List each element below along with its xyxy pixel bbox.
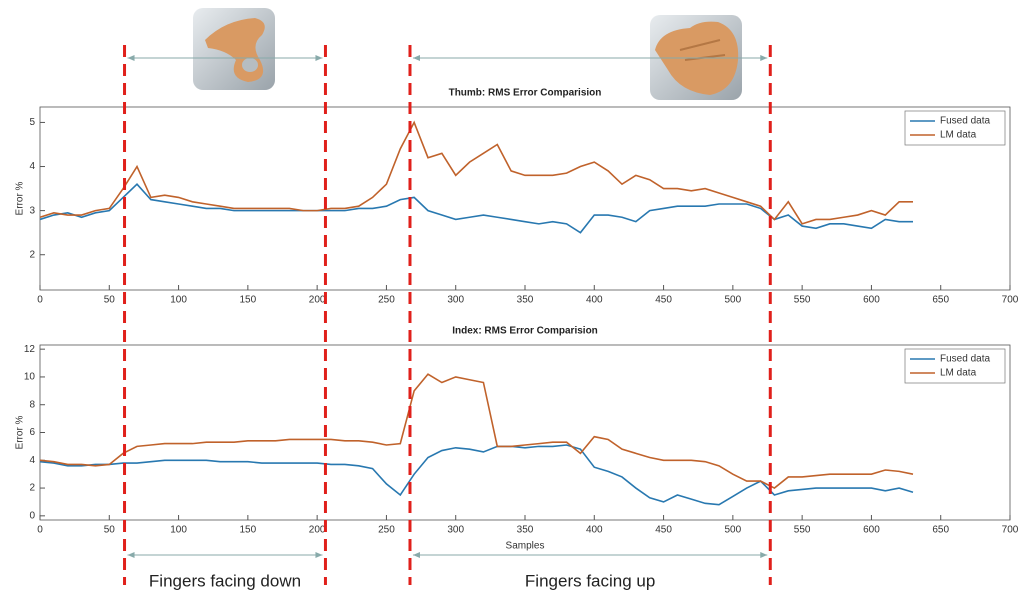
x-tick-label: 450: [655, 295, 672, 306]
x-tick-label: 700: [1002, 525, 1019, 536]
x-tick-label: 700: [1002, 295, 1019, 306]
x-axis-label: Samples: [506, 541, 545, 552]
y-tick-label: 0: [29, 510, 35, 521]
region-label: Fingers facing down: [149, 571, 301, 590]
x-tick-label: 100: [170, 525, 187, 536]
x-tick-label: 650: [932, 295, 949, 306]
hand-photo-down: [193, 8, 275, 90]
x-tick-label: 0: [37, 295, 43, 306]
x-tick-label: 600: [863, 525, 880, 536]
x-tick-label: 600: [863, 295, 880, 306]
plot-area: [40, 345, 1010, 520]
x-tick-label: 350: [517, 295, 534, 306]
chart-title: Thumb: RMS Error Comparision: [449, 88, 602, 99]
x-tick-label: 500: [725, 525, 742, 536]
x-tick-label: 50: [104, 525, 116, 536]
x-tick-label: 350: [517, 525, 534, 536]
legend-label: Fused data: [940, 354, 990, 365]
x-tick-label: 100: [170, 295, 187, 306]
x-tick-label: 150: [240, 295, 257, 306]
x-tick-label: 0: [37, 525, 43, 536]
x-tick-label: 400: [586, 295, 603, 306]
x-tick-label: 200: [309, 525, 326, 536]
x-tick-label: 300: [447, 525, 464, 536]
x-tick-label: 250: [378, 295, 395, 306]
x-tick-label: 150: [240, 525, 257, 536]
y-axis-label: Error %: [15, 415, 26, 449]
legend-label: LM data: [940, 130, 977, 141]
figure: Thumb: RMS Error ComparisionError %23450…: [0, 0, 1025, 602]
x-tick-label: 400: [586, 525, 603, 536]
chart-title: Index: RMS Error Comparision: [452, 326, 598, 337]
region-label: Fingers facing up: [525, 571, 655, 590]
y-tick-label: 10: [24, 372, 36, 383]
x-tick-label: 500: [725, 295, 742, 306]
y-tick-label: 5: [29, 117, 35, 128]
x-tick-label: 650: [932, 525, 949, 536]
y-tick-label: 12: [24, 344, 36, 355]
y-tick-label: 2: [29, 483, 35, 494]
x-tick-label: 300: [447, 295, 464, 306]
y-tick-label: 3: [29, 205, 35, 216]
legend-label: Fused data: [940, 116, 990, 127]
y-tick-label: 2: [29, 249, 35, 260]
x-tick-label: 50: [104, 295, 116, 306]
x-tick-label: 550: [794, 295, 811, 306]
y-tick-label: 4: [29, 455, 35, 466]
x-tick-label: 450: [655, 525, 672, 536]
legend-label: LM data: [940, 368, 977, 379]
x-tick-label: 200: [309, 295, 326, 306]
y-tick-label: 6: [29, 427, 35, 438]
x-tick-label: 550: [794, 525, 811, 536]
y-tick-label: 4: [29, 161, 35, 172]
y-axis-label: Error %: [15, 181, 26, 215]
plot-area: [40, 107, 1010, 290]
y-tick-label: 8: [29, 399, 35, 410]
x-tick-label: 250: [378, 525, 395, 536]
